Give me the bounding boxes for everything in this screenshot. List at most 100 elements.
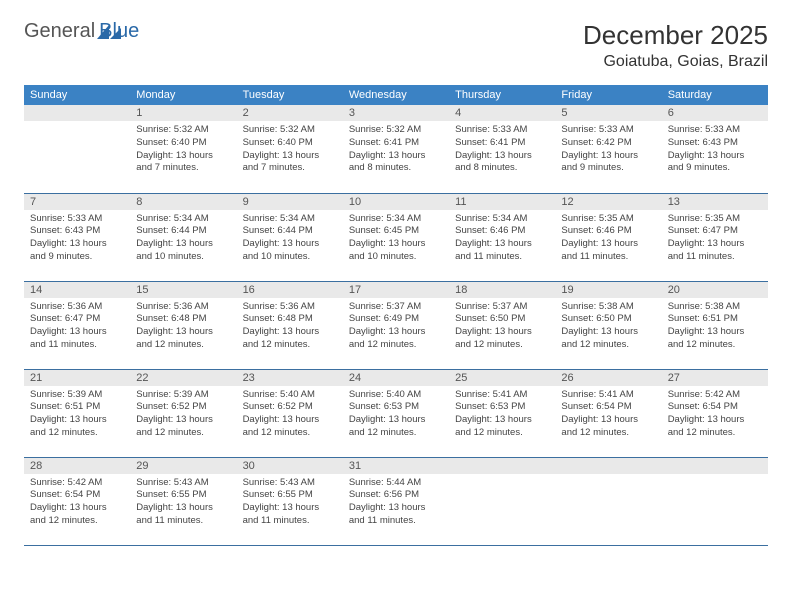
day-body: Sunrise: 5:40 AMSunset: 6:53 PMDaylight:… — [343, 386, 449, 444]
sunset-text: Sunset: 6:56 PM — [349, 489, 443, 502]
calendar-week-row: 28Sunrise: 5:42 AMSunset: 6:54 PMDayligh… — [24, 457, 768, 545]
day-body — [449, 474, 555, 481]
day-body: Sunrise: 5:36 AMSunset: 6:48 PMDaylight:… — [237, 298, 343, 356]
sunrise-text: Sunrise: 5:35 AM — [668, 213, 762, 226]
sunrise-text: Sunrise: 5:40 AM — [349, 389, 443, 402]
title-block: December 2025 Goiatuba, Goias, Brazil — [583, 20, 768, 71]
daylight-text: Daylight: 13 hours and 11 minutes. — [243, 502, 337, 528]
calendar-day-cell: 11Sunrise: 5:34 AMSunset: 6:46 PMDayligh… — [449, 193, 555, 281]
daylight-text: Daylight: 13 hours and 11 minutes. — [30, 326, 124, 352]
sunset-text: Sunset: 6:46 PM — [455, 225, 549, 238]
daylight-text: Daylight: 13 hours and 9 minutes. — [30, 238, 124, 264]
day-number: 30 — [237, 458, 343, 474]
daylight-text: Daylight: 13 hours and 11 minutes. — [136, 502, 230, 528]
sunrise-text: Sunrise: 5:38 AM — [668, 301, 762, 314]
daylight-text: Daylight: 13 hours and 12 minutes. — [455, 326, 549, 352]
day-number: 27 — [662, 370, 768, 386]
day-number — [24, 105, 130, 121]
sunset-text: Sunset: 6:50 PM — [561, 313, 655, 326]
day-body — [24, 121, 130, 128]
calendar-day-cell: 16Sunrise: 5:36 AMSunset: 6:48 PMDayligh… — [237, 281, 343, 369]
sunrise-text: Sunrise: 5:36 AM — [243, 301, 337, 314]
day-number: 24 — [343, 370, 449, 386]
daylight-text: Daylight: 13 hours and 12 minutes. — [668, 414, 762, 440]
day-body: Sunrise: 5:34 AMSunset: 6:46 PMDaylight:… — [449, 210, 555, 268]
sunrise-text: Sunrise: 5:36 AM — [30, 301, 124, 314]
calendar-day-cell: 22Sunrise: 5:39 AMSunset: 6:52 PMDayligh… — [130, 369, 236, 457]
sunrise-text: Sunrise: 5:34 AM — [136, 213, 230, 226]
sunrise-text: Sunrise: 5:40 AM — [243, 389, 337, 402]
calendar-day-cell: 18Sunrise: 5:37 AMSunset: 6:50 PMDayligh… — [449, 281, 555, 369]
calendar-table: Sunday Monday Tuesday Wednesday Thursday… — [24, 85, 768, 546]
calendar-week-row: 7Sunrise: 5:33 AMSunset: 6:43 PMDaylight… — [24, 193, 768, 281]
sunrise-text: Sunrise: 5:34 AM — [243, 213, 337, 226]
calendar-day-cell: 23Sunrise: 5:40 AMSunset: 6:52 PMDayligh… — [237, 369, 343, 457]
day-body: Sunrise: 5:32 AMSunset: 6:40 PMDaylight:… — [130, 121, 236, 179]
calendar-day-cell: 6Sunrise: 5:33 AMSunset: 6:43 PMDaylight… — [662, 105, 768, 193]
day-body: Sunrise: 5:37 AMSunset: 6:50 PMDaylight:… — [449, 298, 555, 356]
sunrise-text: Sunrise: 5:33 AM — [561, 124, 655, 137]
daylight-text: Daylight: 13 hours and 8 minutes. — [349, 150, 443, 176]
sunset-text: Sunset: 6:41 PM — [455, 137, 549, 150]
day-body: Sunrise: 5:43 AMSunset: 6:55 PMDaylight:… — [237, 474, 343, 532]
day-number: 23 — [237, 370, 343, 386]
sunrise-text: Sunrise: 5:39 AM — [30, 389, 124, 402]
day-number — [449, 458, 555, 474]
sunrise-text: Sunrise: 5:33 AM — [30, 213, 124, 226]
sunset-text: Sunset: 6:52 PM — [136, 401, 230, 414]
day-number: 3 — [343, 105, 449, 121]
day-number: 11 — [449, 194, 555, 210]
daylight-text: Daylight: 13 hours and 12 minutes. — [561, 414, 655, 440]
calendar-week-row: 1Sunrise: 5:32 AMSunset: 6:40 PMDaylight… — [24, 105, 768, 193]
daylight-text: Daylight: 13 hours and 12 minutes. — [136, 326, 230, 352]
daylight-text: Daylight: 13 hours and 8 minutes. — [455, 150, 549, 176]
day-number: 10 — [343, 194, 449, 210]
day-body: Sunrise: 5:36 AMSunset: 6:47 PMDaylight:… — [24, 298, 130, 356]
calendar-day-cell: 8Sunrise: 5:34 AMSunset: 6:44 PMDaylight… — [130, 193, 236, 281]
day-body: Sunrise: 5:43 AMSunset: 6:55 PMDaylight:… — [130, 474, 236, 532]
sunrise-text: Sunrise: 5:44 AM — [349, 477, 443, 490]
calendar-day-cell: 7Sunrise: 5:33 AMSunset: 6:43 PMDaylight… — [24, 193, 130, 281]
day-number: 15 — [130, 282, 236, 298]
day-number — [555, 458, 661, 474]
calendar-day-cell: 9Sunrise: 5:34 AMSunset: 6:44 PMDaylight… — [237, 193, 343, 281]
day-body: Sunrise: 5:41 AMSunset: 6:54 PMDaylight:… — [555, 386, 661, 444]
day-number: 26 — [555, 370, 661, 386]
day-body: Sunrise: 5:42 AMSunset: 6:54 PMDaylight:… — [662, 386, 768, 444]
day-body — [662, 474, 768, 481]
calendar-day-cell: 19Sunrise: 5:38 AMSunset: 6:50 PMDayligh… — [555, 281, 661, 369]
day-number: 2 — [237, 105, 343, 121]
weekday-header: Tuesday — [237, 85, 343, 105]
sunrise-text: Sunrise: 5:41 AM — [561, 389, 655, 402]
daylight-text: Daylight: 13 hours and 12 minutes. — [561, 326, 655, 352]
calendar-day-cell — [449, 457, 555, 545]
day-body: Sunrise: 5:33 AMSunset: 6:42 PMDaylight:… — [555, 121, 661, 179]
day-body: Sunrise: 5:42 AMSunset: 6:54 PMDaylight:… — [24, 474, 130, 532]
calendar-day-cell — [24, 105, 130, 193]
calendar-day-cell: 27Sunrise: 5:42 AMSunset: 6:54 PMDayligh… — [662, 369, 768, 457]
day-number: 1 — [130, 105, 236, 121]
sunset-text: Sunset: 6:54 PM — [30, 489, 124, 502]
sunset-text: Sunset: 6:44 PM — [243, 225, 337, 238]
day-body: Sunrise: 5:34 AMSunset: 6:44 PMDaylight:… — [237, 210, 343, 268]
day-body — [555, 474, 661, 481]
day-body: Sunrise: 5:35 AMSunset: 6:46 PMDaylight:… — [555, 210, 661, 268]
sunrise-text: Sunrise: 5:38 AM — [561, 301, 655, 314]
day-number: 13 — [662, 194, 768, 210]
day-number: 22 — [130, 370, 236, 386]
day-number: 12 — [555, 194, 661, 210]
calendar-day-cell: 31Sunrise: 5:44 AMSunset: 6:56 PMDayligh… — [343, 457, 449, 545]
day-body: Sunrise: 5:38 AMSunset: 6:50 PMDaylight:… — [555, 298, 661, 356]
sunrise-text: Sunrise: 5:41 AM — [455, 389, 549, 402]
day-body: Sunrise: 5:37 AMSunset: 6:49 PMDaylight:… — [343, 298, 449, 356]
daylight-text: Daylight: 13 hours and 12 minutes. — [349, 414, 443, 440]
sunset-text: Sunset: 6:55 PM — [243, 489, 337, 502]
day-body: Sunrise: 5:33 AMSunset: 6:43 PMDaylight:… — [662, 121, 768, 179]
day-body: Sunrise: 5:34 AMSunset: 6:45 PMDaylight:… — [343, 210, 449, 268]
weekday-header: Thursday — [449, 85, 555, 105]
sunset-text: Sunset: 6:46 PM — [561, 225, 655, 238]
location: Goiatuba, Goias, Brazil — [583, 53, 768, 71]
daylight-text: Daylight: 13 hours and 11 minutes. — [668, 238, 762, 264]
daylight-text: Daylight: 13 hours and 12 minutes. — [30, 414, 124, 440]
sunset-text: Sunset: 6:49 PM — [349, 313, 443, 326]
